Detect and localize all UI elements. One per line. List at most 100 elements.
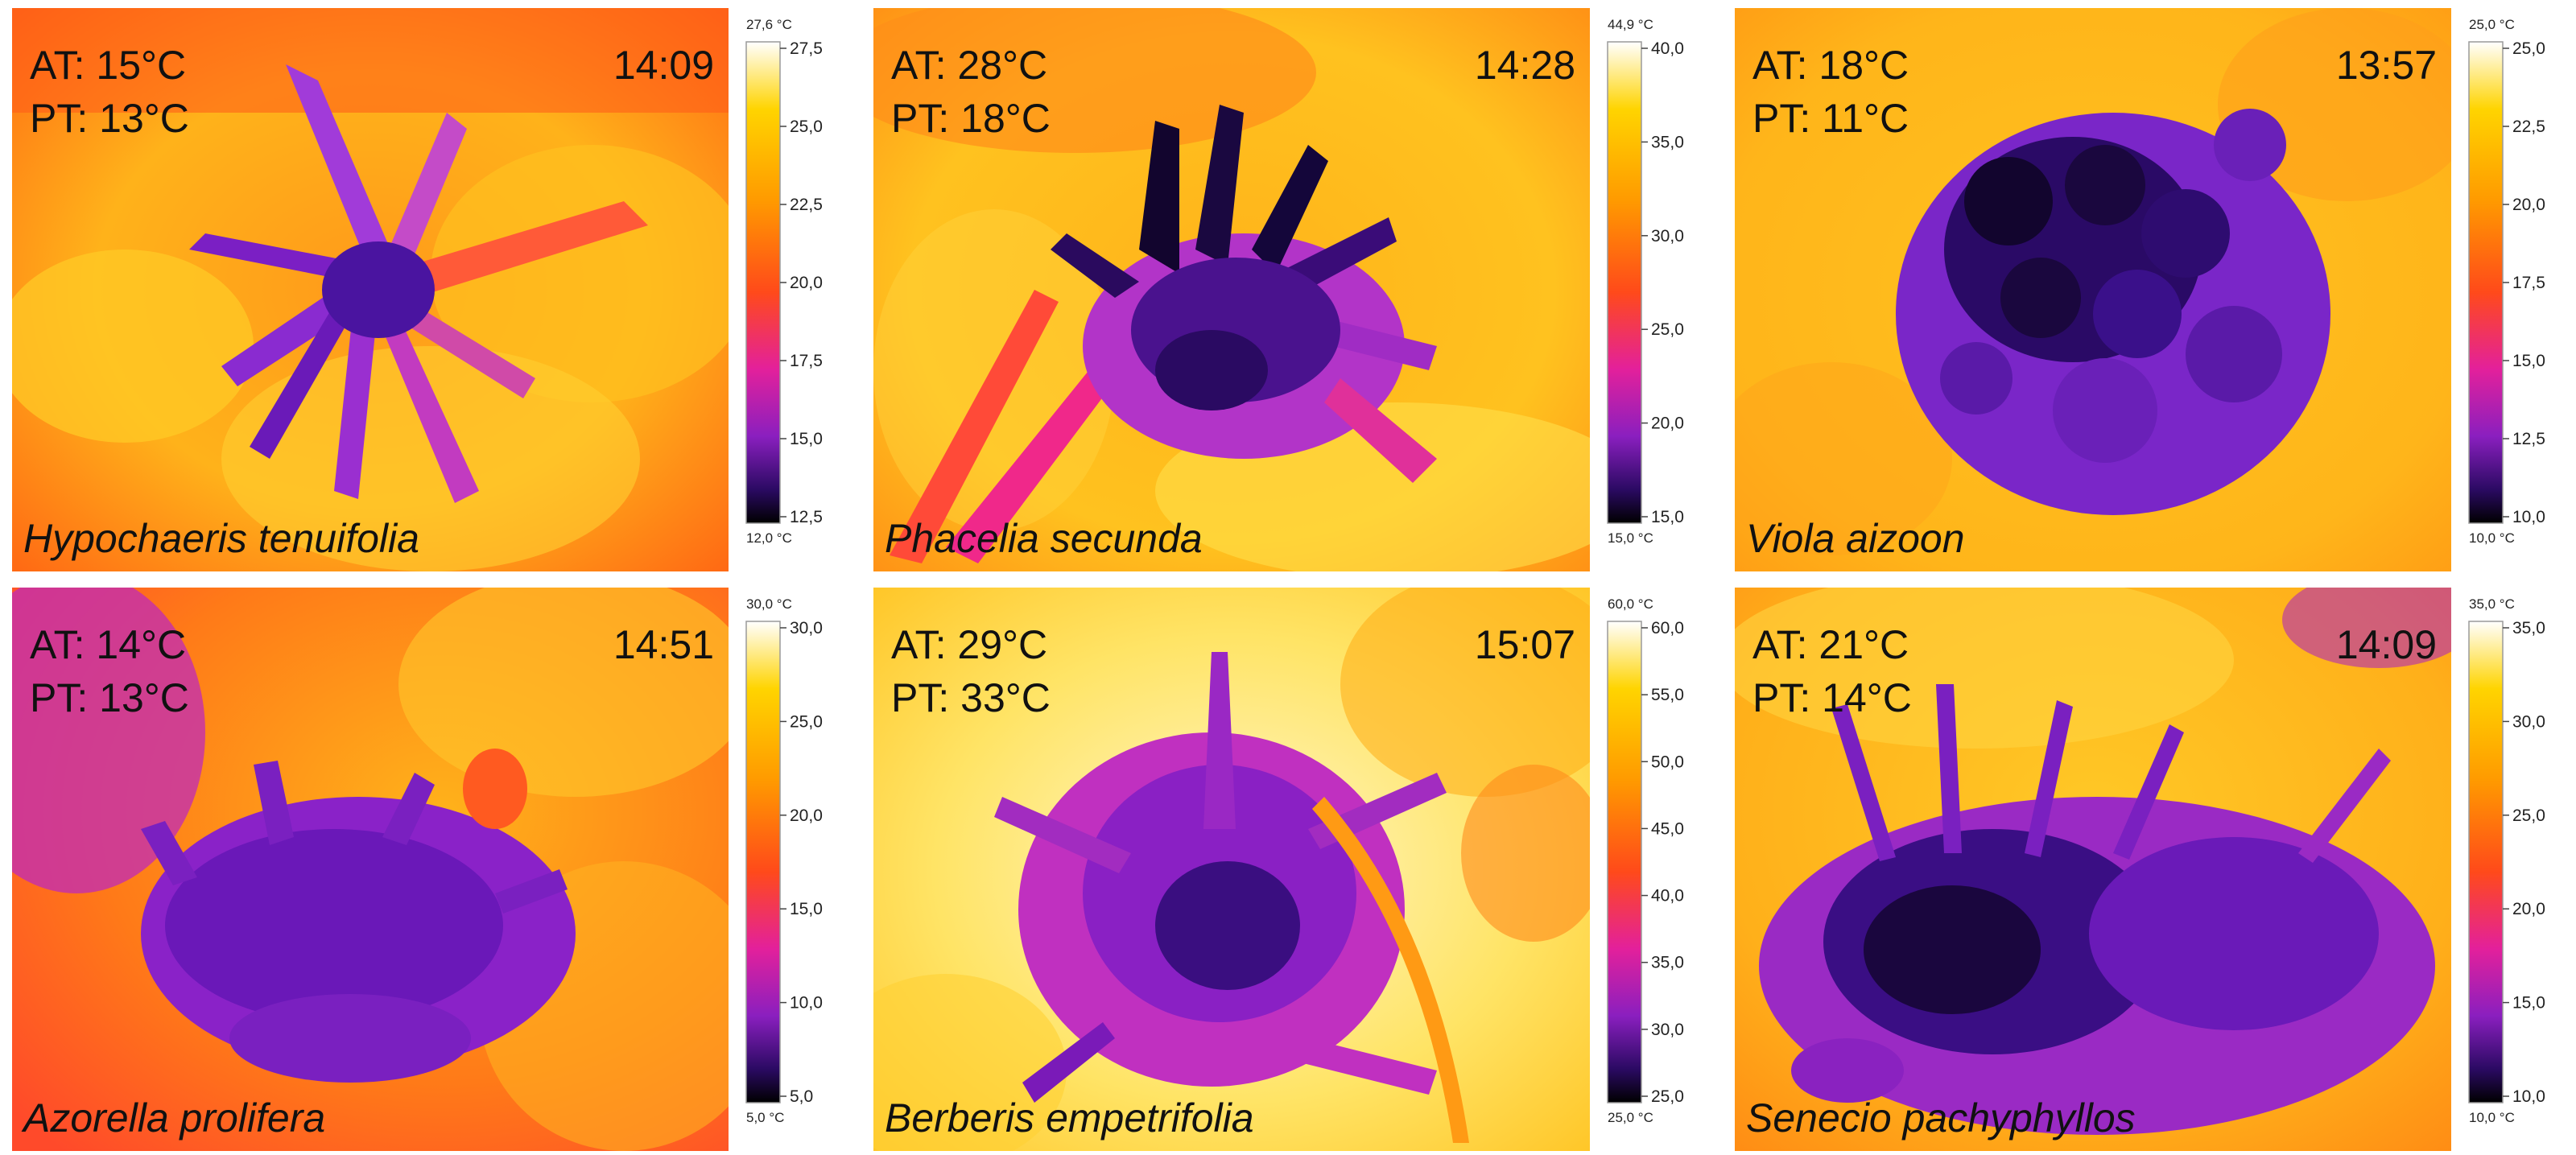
time-label: 13:57	[2335, 43, 2437, 88]
scale-tick-label: 5,0	[790, 1087, 813, 1106]
scale-max-label: 44,9 °C	[1608, 17, 1653, 32]
plant-temperature-label: PT: 18°C	[891, 96, 1051, 141]
scale-tick-label: 30,0	[1651, 1021, 1684, 1039]
scale-tick-label: 15,0	[790, 900, 823, 918]
plant-temperature-label: PT: 11°C	[1752, 96, 1909, 141]
scale-graphic: 44,9 °C 40,0 35,0 30,0 25,0 20,0 15,0 15,0 °C	[1607, 17, 1684, 546]
scale-min-label: 15,0 °C	[1608, 530, 1653, 546]
scale-tick-label: 40,0	[1651, 39, 1684, 58]
scale-tick-label: 20,0	[790, 274, 823, 292]
thermal-panel-phacelia: AT: 28°C PT: 18°C 14:28 Phacelia secunda…	[873, 8, 1719, 571]
scale-tick-label: 20,0	[790, 806, 823, 825]
scale-tick-label: 20,0	[2512, 900, 2545, 918]
time-label: 14:51	[613, 622, 714, 667]
scale-tick-label: 25,0	[2512, 39, 2545, 58]
thermal-image	[12, 8, 729, 571]
scale-tick-label: 15,0	[2512, 352, 2545, 370]
thermal-photo-graphic	[873, 588, 1590, 1151]
scale-tick-label: 10,0	[2512, 1087, 2545, 1106]
scale-min-label: 10,0 °C	[2469, 1110, 2515, 1125]
scale-tick-label: 20,0	[1651, 415, 1684, 433]
temperature-scale-bar: 35,0 °C 35,0 30,0 25,0 20,0 15,0 10,0 10,0 °C	[2451, 588, 2576, 1151]
thermal-image	[12, 588, 729, 1151]
scale-color-bar	[2468, 621, 2504, 1103]
scale-min-label: 25,0 °C	[1608, 1110, 1653, 1125]
species-name: Azorella prolifera	[23, 1095, 326, 1141]
species-name: Hypochaeris tenuifolia	[23, 516, 419, 561]
scale-tick-label: 30,0	[2512, 712, 2545, 731]
temperature-scale-bar: 25,0 °C 25,0 22,5 20,0 17,5 15,0 12,5 10,0 10,0 …	[2451, 8, 2576, 571]
scale-color-bar	[745, 621, 781, 1103]
scale-tick-label: 25,0	[2512, 806, 2545, 825]
scale-tick-label: 10,0	[790, 994, 823, 1013]
plant-temperature-label: PT: 14°C	[1752, 675, 1912, 720]
scale-color-bar	[2468, 41, 2504, 524]
temperature-scale-bar: 60,0 °C 60,0 55,0 50,0 45,0 40,0 35,0 30,0 25,0 2…	[1590, 588, 1719, 1151]
scale-color-bar	[1607, 41, 1642, 524]
thermal-photo-graphic	[12, 8, 729, 571]
air-temperature-label: AT: 15°C	[30, 43, 187, 88]
thermal-image	[1735, 588, 2451, 1151]
air-temperature-label: AT: 14°C	[30, 622, 187, 667]
scale-max-label: 60,0 °C	[1608, 596, 1653, 612]
thermal-image	[1735, 8, 2451, 571]
thermal-image	[873, 8, 1590, 571]
scale-graphic: 30,0 °C 30,0 25,0 20,0 15,0 10,0 5,0 5,0 °C	[745, 596, 823, 1125]
scale-tick-label: 45,0	[1651, 819, 1684, 838]
plant-temperature-label: PT: 33°C	[891, 675, 1051, 720]
scale-tick-label: 12,5	[2512, 430, 2545, 448]
scale-tick-label: 60,0	[1651, 619, 1684, 637]
scale-tick-label: 35,0	[1651, 133, 1684, 151]
scale-max-label: 27,6 °C	[746, 17, 792, 32]
scale-tick-label: 17,5	[790, 352, 823, 370]
scale-min-label: 5,0 °C	[746, 1110, 784, 1125]
scale-tick-label: 50,0	[1651, 753, 1684, 771]
scale-tick-label: 22,5	[2512, 118, 2545, 136]
thermal-panel-azorella: AT: 14°C PT: 13°C 14:51 Azorella prolife…	[12, 588, 857, 1151]
thermal-photo-graphic	[873, 8, 1590, 571]
species-name: Berberis empetrifolia	[885, 1095, 1254, 1141]
scale-tick-label: 10,0	[2512, 508, 2545, 526]
scale-tick-label: 12,5	[790, 508, 823, 526]
thermal-photo-graphic	[1735, 588, 2451, 1151]
thermal-image	[873, 588, 1590, 1151]
scale-graphic: 35,0 °C 35,0 30,0 25,0 20,0 15,0 10,0 10,0 °C	[2468, 596, 2545, 1125]
scale-tick-label: 17,5	[2512, 274, 2545, 292]
scale-tick-label: 15,0	[2512, 994, 2545, 1013]
thermal-panel-hypochaeris: AT: 15°C PT: 13°C 14:09 Hypochaeris tenu…	[12, 8, 857, 571]
scale-tick-label: 35,0	[1651, 954, 1684, 972]
time-label: 14:09	[613, 43, 714, 88]
scale-tick-label: 25,0	[1651, 1087, 1684, 1106]
scale-tick-label: 30,0	[790, 619, 823, 637]
thermal-photo-graphic	[12, 588, 729, 1151]
time-label: 14:09	[2335, 622, 2437, 667]
scale-max-label: 25,0 °C	[2469, 17, 2515, 32]
scale-color-bar	[745, 41, 781, 524]
scale-tick-label: 20,0	[2512, 196, 2545, 214]
scale-tick-label: 15,0	[790, 430, 823, 448]
air-temperature-label: AT: 18°C	[1752, 43, 1909, 88]
species-name: Viola aizoon	[1746, 516, 1965, 561]
air-temperature-label: AT: 28°C	[891, 43, 1048, 88]
thermal-panel-viola: AT: 18°C PT: 11°C 13:57 Viola aizoon 25,…	[1735, 8, 2576, 571]
scale-tick-label: 40,0	[1651, 887, 1684, 905]
time-label: 15:07	[1474, 622, 1575, 667]
scale-tick-label: 25,0	[1651, 320, 1684, 339]
scale-graphic: 25,0 °C 25,0 22,5 20,0 17,5 15,0 12,5 10,0 10,0 …	[2468, 17, 2545, 546]
scale-graphic: 27,6 °C 27,5 25,0 22,5 20,0 17,5 15,0 12,5 12,0 …	[745, 17, 823, 546]
thermal-panel-berberis: AT: 29°C PT: 33°C 15:07 Berberis empetri…	[873, 588, 1719, 1151]
plant-temperature-label: PT: 13°C	[30, 675, 189, 720]
temperature-scale-bar: 30,0 °C 30,0 25,0 20,0 15,0 10,0 5,0 5,0 °C	[729, 588, 857, 1151]
species-name: Phacelia secunda	[885, 516, 1203, 561]
species-name: Senecio pachyphyllos	[1746, 1095, 2136, 1141]
scale-tick-label: 55,0	[1651, 686, 1684, 704]
scale-max-label: 35,0 °C	[2469, 596, 2515, 612]
temperature-scale-bar: 27,6 °C 27,5 25,0 22,5 20,0 17,5 15,0 12,5 12,0 …	[729, 8, 857, 571]
air-temperature-label: AT: 21°C	[1752, 622, 1909, 667]
scale-tick-label: 25,0	[790, 118, 823, 136]
scale-graphic: 60,0 °C 60,0 55,0 50,0 45,0 40,0 35,0 30,0 25,0 2…	[1607, 596, 1684, 1125]
scale-color-bar	[1607, 621, 1642, 1103]
time-label: 14:28	[1474, 43, 1575, 88]
temperature-scale-bar: 44,9 °C 40,0 35,0 30,0 25,0 20,0 15,0 15,0 °C	[1590, 8, 1719, 571]
thermal-photo-graphic	[1735, 8, 2451, 571]
